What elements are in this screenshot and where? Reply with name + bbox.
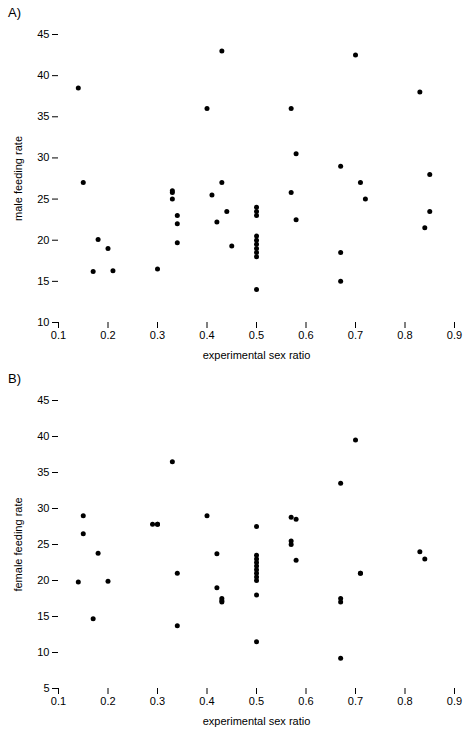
svg-text:0.6: 0.6 [298, 329, 313, 341]
svg-text:0.4: 0.4 [199, 695, 214, 707]
svg-text:45: 45 [37, 28, 49, 40]
svg-text:30: 30 [37, 502, 49, 514]
svg-text:0.1: 0.1 [51, 695, 66, 707]
svg-text:0.2: 0.2 [100, 695, 115, 707]
html-text:A): A) [8, 5, 21, 20]
svg-text:0.9: 0.9 [447, 329, 462, 341]
svg-text:0.8: 0.8 [397, 695, 412, 707]
svg-text:40: 40 [37, 430, 49, 442]
svg-text:0.7: 0.7 [348, 695, 363, 707]
svg-text:0.6: 0.6 [298, 695, 313, 707]
svg-text:25: 25 [37, 538, 49, 550]
svg-text:0.9: 0.9 [447, 695, 462, 707]
svg-text:0.3: 0.3 [150, 695, 165, 707]
svg-text:35: 35 [37, 110, 49, 122]
svg-text:10: 10 [37, 316, 49, 328]
html-text:B): B) [8, 371, 21, 386]
svg-text:0.7: 0.7 [348, 329, 363, 341]
svg-text:experimental sex ratio: experimental sex ratio [203, 349, 311, 361]
svg-text:0.8: 0.8 [397, 329, 412, 341]
svg-text:0.1: 0.1 [51, 329, 66, 341]
svg-text:35: 35 [37, 466, 49, 478]
svg-text:0.2: 0.2 [100, 329, 115, 341]
svg-text:male feeding rate: male feeding rate [12, 136, 24, 221]
svg-text:0.5: 0.5 [249, 695, 264, 707]
svg-text:0.3: 0.3 [150, 329, 165, 341]
svg-text:15: 15 [37, 275, 49, 287]
svg-text:40: 40 [37, 69, 49, 81]
svg-text:5: 5 [43, 682, 49, 694]
svg-text:0.5: 0.5 [249, 329, 264, 341]
svg-text:20: 20 [37, 574, 49, 586]
svg-text:0.4: 0.4 [199, 329, 214, 341]
svg-text:15: 15 [37, 610, 49, 622]
svg-text:female feeding rate: female feeding rate [12, 497, 24, 591]
svg-text:45: 45 [37, 394, 49, 406]
svg-text:20: 20 [37, 234, 49, 246]
svg-text:25: 25 [37, 193, 49, 205]
svg-text:experimental sex ratio: experimental sex ratio [203, 715, 311, 727]
svg-text:30: 30 [37, 151, 49, 163]
svg-text:10: 10 [37, 646, 49, 658]
